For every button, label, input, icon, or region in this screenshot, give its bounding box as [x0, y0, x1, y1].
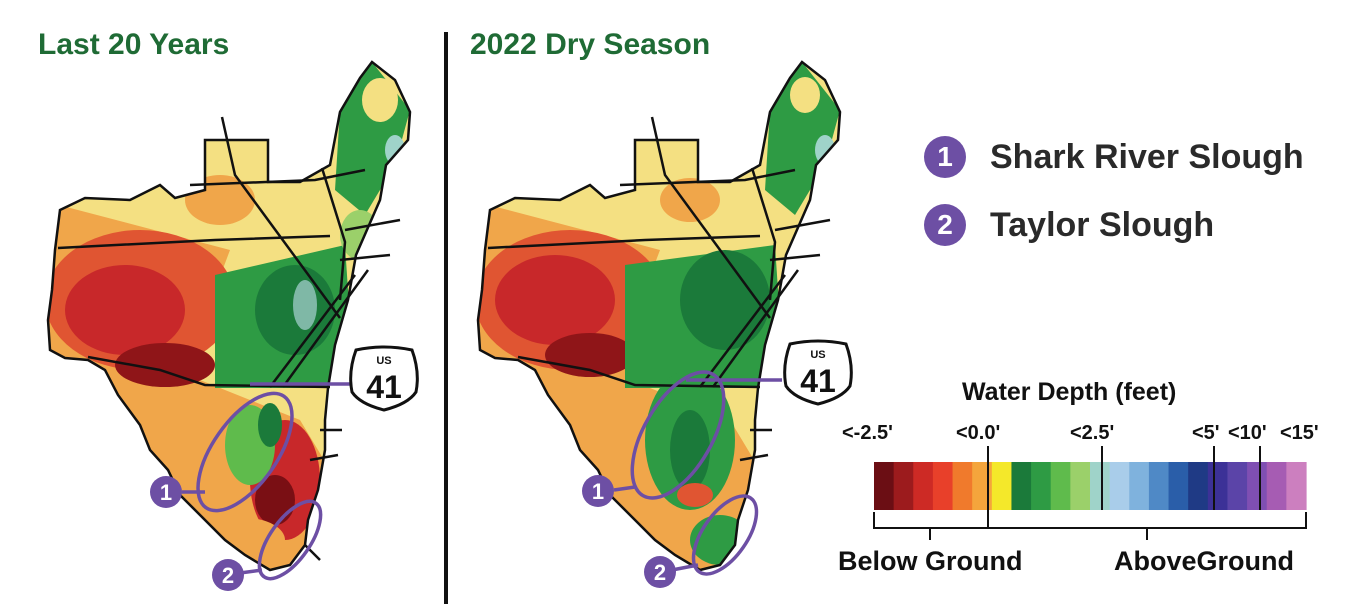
us-41-shield-icon-right: US 41 — [783, 339, 853, 406]
marker-badge-1: 1 — [924, 136, 966, 178]
scale-brackets — [873, 446, 1307, 540]
shark-river-slough-outline-left — [196, 391, 294, 513]
legend-item-taylor-slough: 2 Taylor Slough — [924, 204, 1214, 246]
marker-1-right-map: 1 — [582, 475, 614, 507]
scale-swatch — [874, 462, 895, 510]
scale-swatch — [1011, 462, 1032, 510]
scale-swatch — [893, 462, 914, 510]
panel-title-2022-dry-season: 2022 Dry Season — [470, 28, 711, 61]
scale-swatch — [1050, 462, 1071, 510]
scale-swatch — [932, 462, 954, 510]
scale-swatch — [913, 462, 934, 510]
svg-text:41: 41 — [366, 369, 402, 405]
taylor-slough-outline-right — [691, 494, 759, 576]
scale-swatch — [1031, 462, 1052, 510]
legend-label-shark-river-slough: Shark River Slough — [990, 137, 1304, 176]
svg-text:41: 41 — [800, 363, 836, 399]
scale-swatch — [1266, 462, 1287, 510]
scale-tick-label: <-2.5' — [842, 422, 893, 444]
svg-text:1: 1 — [160, 480, 172, 505]
scale-group-above-ground: AboveGround — [1114, 546, 1294, 576]
scale-tick-label: <5' — [1192, 422, 1220, 444]
scale-swatch — [972, 462, 993, 510]
legend-item-shark-river-slough: 1 Shark River Slough — [924, 136, 1304, 178]
scale-swatch — [1286, 462, 1307, 510]
scale-swatch — [1188, 462, 1209, 510]
svg-text:US: US — [810, 349, 825, 361]
marker-2-right-map: 2 — [644, 556, 676, 588]
marker-1-left-map: 1 — [150, 476, 182, 508]
scale-swatch — [1168, 462, 1189, 510]
scale-title: Water Depth (feet) — [962, 378, 1177, 406]
scale-tick-label: <2.5' — [1070, 422, 1115, 444]
scale-group-below-ground: Below Ground — [838, 546, 1023, 576]
marker-badge-2: 2 — [924, 204, 966, 246]
svg-text:2: 2 — [654, 560, 666, 585]
scale-swatch — [1109, 462, 1130, 510]
panel-title-last-20-years: Last 20 Years — [38, 28, 230, 61]
scale-swatch — [1090, 462, 1111, 510]
legend-label-taylor-slough: Taylor Slough — [990, 205, 1215, 244]
scale-tick-label: <10' — [1228, 422, 1267, 444]
svg-text:2: 2 — [222, 563, 234, 588]
scale-swatch — [952, 462, 973, 510]
scale-swatch — [1227, 462, 1248, 510]
scale-swatch — [1148, 462, 1170, 510]
svg-text:US: US — [376, 355, 391, 367]
scale-tick-label: <15' — [1280, 422, 1319, 444]
scale-swatch — [1129, 462, 1150, 510]
scale-swatch — [1207, 462, 1229, 510]
taylor-slough-outline-left — [257, 499, 323, 581]
marker-2-left-map: 2 — [212, 559, 244, 591]
panel-divider — [444, 32, 448, 604]
svg-text:1: 1 — [592, 479, 604, 504]
shark-river-slough-outline-right — [630, 370, 726, 500]
water-depth-color-scale — [874, 462, 1307, 510]
scale-swatch — [991, 462, 1013, 510]
us-41-shield-icon-left: US 41 — [349, 345, 419, 412]
scale-swatch — [1070, 462, 1091, 510]
scale-swatch — [1247, 462, 1268, 510]
scale-tick-label: <0.0' — [956, 422, 1001, 444]
